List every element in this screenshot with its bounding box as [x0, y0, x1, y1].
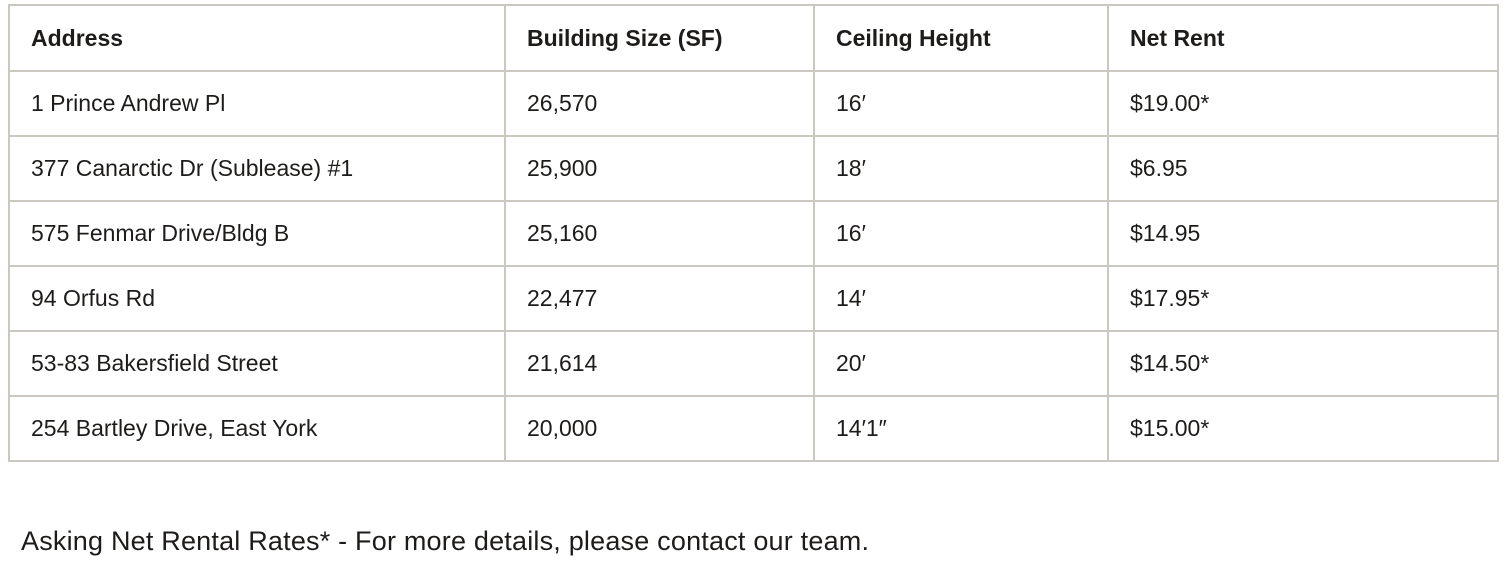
table-row: 575 Fenmar Drive/Bldg B 25,160 16′ $14.9… — [8, 200, 1499, 267]
column-header-building-size: Building Size (SF) — [504, 4, 815, 72]
cell-building-size: 25,160 — [504, 200, 815, 267]
cell-ceiling-height: 18′ — [813, 135, 1109, 202]
cell-ceiling-height: 16′ — [813, 200, 1109, 267]
cell-ceiling-height: 14′1″ — [813, 395, 1109, 462]
column-header-net-rent: Net Rent — [1107, 4, 1499, 72]
cell-address: 254 Bartley Drive, East York — [8, 395, 506, 462]
cell-address: 377 Canarctic Dr (Sublease) #1 — [8, 135, 506, 202]
cell-ceiling-height: 16′ — [813, 70, 1109, 137]
cell-building-size: 26,570 — [504, 70, 815, 137]
cell-building-size: 25,900 — [504, 135, 815, 202]
cell-ceiling-height: 20′ — [813, 330, 1109, 397]
table-row: 94 Orfus Rd 22,477 14′ $17.95* — [8, 265, 1499, 332]
cell-net-rent: $19.00* — [1107, 70, 1499, 137]
column-header-ceiling-height: Ceiling Height — [813, 4, 1109, 72]
asking-rates-footnote: Asking Net Rental Rates* - For more deta… — [21, 526, 870, 556]
table-row: 1 Prince Andrew Pl 26,570 16′ $19.00* — [8, 70, 1499, 137]
table-header-row: Address Building Size (SF) Ceiling Heigh… — [8, 4, 1499, 72]
cell-address: 53-83 Bakersfield Street — [8, 330, 506, 397]
cell-address: 94 Orfus Rd — [8, 265, 506, 332]
listings-table: Address Building Size (SF) Ceiling Heigh… — [8, 4, 1499, 462]
table-row: 53-83 Bakersfield Street 21,614 20′ $14.… — [8, 330, 1499, 397]
cell-net-rent: $6.95 — [1107, 135, 1499, 202]
cell-net-rent: $14.95 — [1107, 200, 1499, 267]
cell-net-rent: $17.95* — [1107, 265, 1499, 332]
cell-net-rent: $15.00* — [1107, 395, 1499, 462]
cell-address: 575 Fenmar Drive/Bldg B — [8, 200, 506, 267]
cell-building-size: 22,477 — [504, 265, 815, 332]
cell-building-size: 21,614 — [504, 330, 815, 397]
table-row: 377 Canarctic Dr (Sublease) #1 25,900 18… — [8, 135, 1499, 202]
cell-address: 1 Prince Andrew Pl — [8, 70, 506, 137]
cell-building-size: 20,000 — [504, 395, 815, 462]
column-header-address: Address — [8, 4, 506, 72]
table-row: 254 Bartley Drive, East York 20,000 14′1… — [8, 395, 1499, 462]
cell-net-rent: $14.50* — [1107, 330, 1499, 397]
page: Address Building Size (SF) Ceiling Heigh… — [8, 4, 1499, 556]
cell-ceiling-height: 14′ — [813, 265, 1109, 332]
